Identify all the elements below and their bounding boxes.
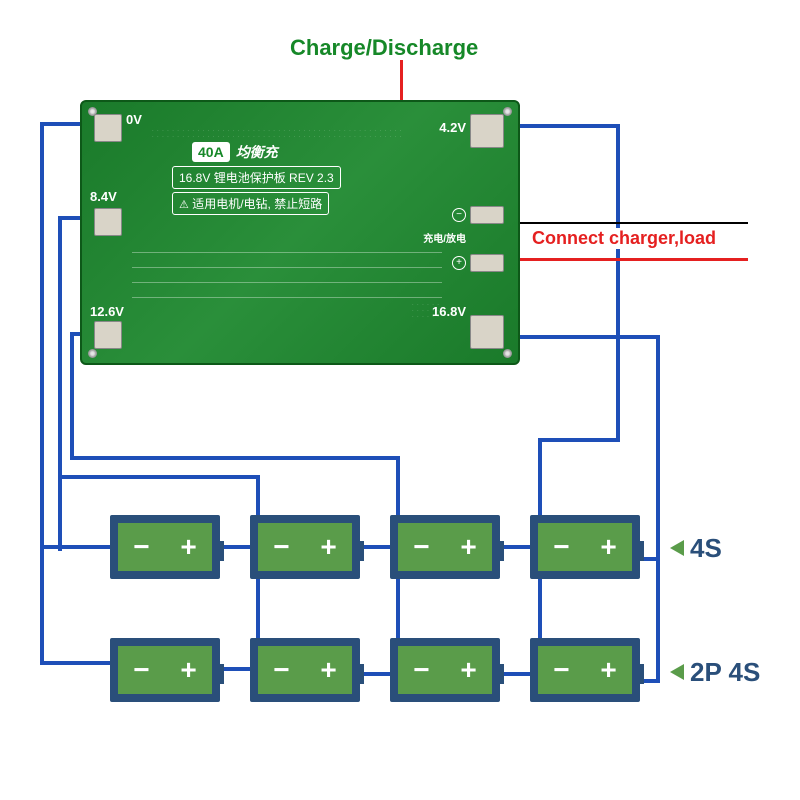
pad-12v6	[94, 321, 122, 349]
arrow-2p4s	[670, 664, 684, 680]
wire-seg-5	[58, 216, 62, 551]
battery-pos: +	[600, 531, 616, 563]
battery-neg: −	[133, 654, 149, 686]
label-4s: 4S	[690, 533, 722, 564]
battery-pos: +	[320, 531, 336, 563]
rating-cn: 均衡充	[236, 142, 278, 162]
battery-pos: +	[320, 654, 336, 686]
battery-neg: −	[553, 654, 569, 686]
battery-neg: −	[133, 531, 149, 563]
battery-r1-c0: −+	[110, 638, 220, 702]
battery-neg: −	[553, 531, 569, 563]
screw-tr	[503, 107, 512, 116]
warn-text: 适用电机/电钻, 禁止短路	[192, 197, 322, 211]
battery-r0-c2: −+	[390, 515, 500, 579]
battery-r0-c3: −+	[530, 515, 640, 579]
v-0v: 0V	[126, 112, 142, 127]
battery-neg: −	[273, 654, 289, 686]
rating-banner: 40A 均衡充	[192, 142, 278, 162]
battery-neg: −	[413, 654, 429, 686]
pad-16v8	[470, 315, 504, 349]
pad-4v2	[470, 114, 504, 148]
wire-seg-3	[40, 545, 110, 549]
charge-discharge-label: Charge/Discharge	[290, 35, 478, 61]
v-12v6: 12.6V	[90, 304, 124, 319]
wire-seg-6	[58, 475, 260, 479]
battery-r1-c3: −+	[530, 638, 640, 702]
pad-8v4	[94, 208, 122, 236]
wire-seg-14	[70, 456, 400, 460]
battery-pos: +	[600, 654, 616, 686]
wire-seg-22	[538, 438, 620, 442]
pad-0v	[94, 114, 122, 142]
battery-r0-c1: −+	[250, 515, 360, 579]
warn-box: ⚠ 适用电机/电钻, 禁止短路	[172, 192, 329, 215]
battery-r1-c2: −+	[390, 638, 500, 702]
wire-seg-33	[488, 222, 748, 224]
battery-pos: +	[180, 654, 196, 686]
battery-pos: +	[460, 531, 476, 563]
wire-seg-1	[40, 122, 44, 665]
label-2p4s: 2P 4S	[690, 657, 760, 688]
screw-bl	[88, 349, 97, 358]
trace-4	[132, 297, 442, 298]
rev-box: 16.8V 锂电池保护板 REV 2.3	[172, 166, 341, 189]
diagram-canvas: − + 充电/放电 0V 4.2V 8.4V 12.6V 16.8V 40A 均…	[0, 0, 800, 800]
charge-cn-label: 充电/放电	[423, 230, 466, 245]
connect-label: Connect charger,load	[530, 228, 718, 249]
wire-seg-34	[488, 258, 748, 261]
battery-r0-c0: −+	[110, 515, 220, 579]
minus-symbol: −	[452, 208, 466, 222]
battery-pos: +	[460, 654, 476, 686]
wire-seg-2	[40, 661, 110, 665]
screw-br	[503, 349, 512, 358]
battery-neg: −	[413, 531, 429, 563]
pad-minus	[470, 206, 504, 224]
plus-symbol: +	[452, 256, 466, 270]
pad-plus	[470, 254, 504, 272]
battery-r1-c1: −+	[250, 638, 360, 702]
arrow-4s	[670, 540, 684, 556]
trace-2	[132, 267, 442, 268]
battery-neg: −	[273, 531, 289, 563]
trace-3	[132, 282, 442, 283]
wire-seg-13	[70, 332, 74, 460]
trace-1	[132, 252, 442, 253]
pcb-board: − + 充电/放电 0V 4.2V 8.4V 12.6V 16.8V 40A 均…	[80, 100, 520, 365]
via-block-r: · · · · · ·· · · · · ·· · · · · ·	[412, 302, 462, 320]
wire-seg-29	[656, 335, 660, 683]
via-strip-top2: · · · · · · · · · · · · · · · · · · · · …	[152, 134, 452, 140]
rating-badge: 40A	[192, 142, 230, 162]
battery-pos: +	[180, 531, 196, 563]
wire-seg-21	[616, 124, 620, 442]
v-8v4: 8.4V	[90, 189, 117, 204]
